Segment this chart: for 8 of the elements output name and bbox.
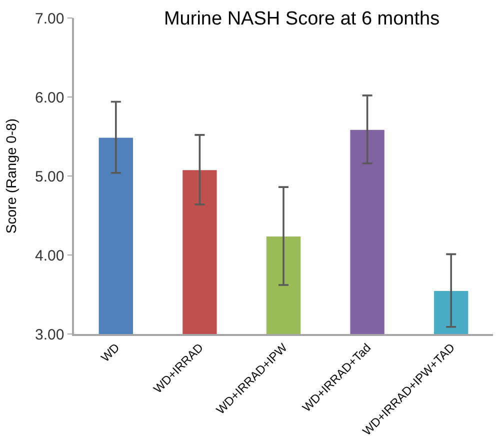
y-tick-label: 6.00 <box>35 89 64 106</box>
y-tick-label: 4.00 <box>35 247 64 264</box>
y-tick-label: 7.00 <box>35 10 64 28</box>
chart-title: Murine NASH Score at 6 months <box>164 8 440 30</box>
y-axis-title: Score (Range 0-8) <box>3 118 20 234</box>
y-tick-label: 3.00 <box>35 326 64 344</box>
x-tick-label: WD <box>98 340 122 365</box>
y-tick-label: 5.00 <box>35 168 64 186</box>
